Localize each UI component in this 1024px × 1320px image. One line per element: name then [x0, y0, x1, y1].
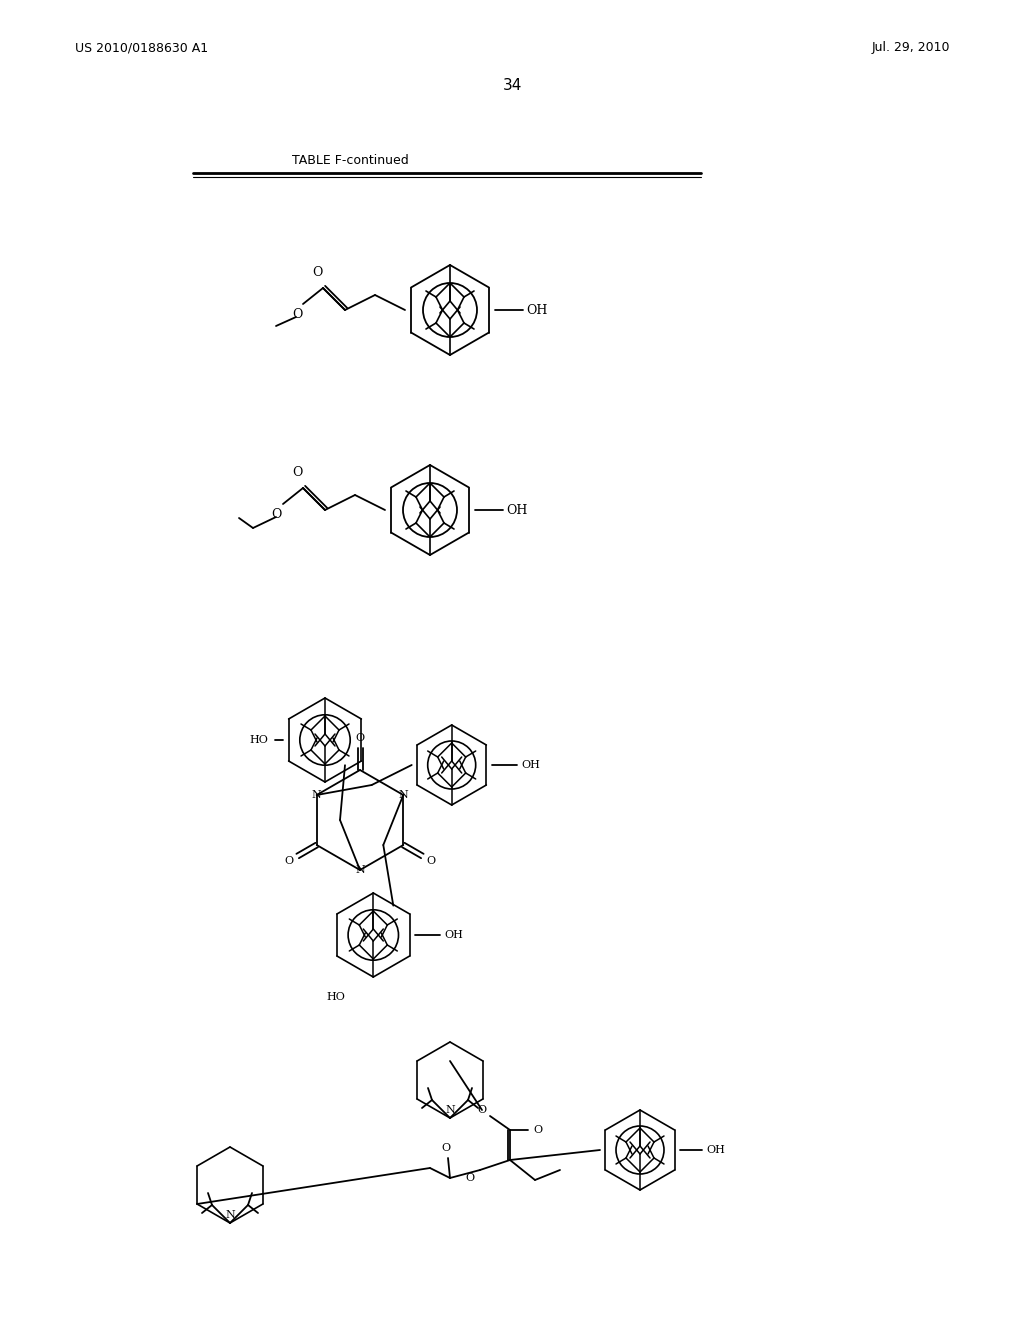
- Text: O: O: [534, 1125, 543, 1135]
- Text: N: N: [225, 1210, 234, 1220]
- Text: OH: OH: [521, 760, 540, 770]
- Text: OH: OH: [506, 503, 527, 516]
- Text: O: O: [355, 733, 365, 743]
- Text: O: O: [312, 265, 323, 279]
- Text: O: O: [292, 308, 302, 321]
- Text: TABLE F-continued: TABLE F-continued: [292, 153, 409, 166]
- Text: US 2010/0188630 A1: US 2010/0188630 A1: [75, 41, 208, 54]
- Text: OH: OH: [526, 304, 548, 317]
- Text: O: O: [285, 855, 294, 866]
- Text: O: O: [426, 855, 435, 866]
- Text: HO: HO: [250, 735, 268, 744]
- Text: N: N: [355, 865, 365, 875]
- Text: O: O: [441, 1143, 451, 1152]
- Text: HO: HO: [327, 993, 346, 1002]
- Text: N: N: [398, 789, 409, 800]
- Text: OH: OH: [444, 931, 464, 940]
- Text: O: O: [466, 1173, 474, 1183]
- Text: Jul. 29, 2010: Jul. 29, 2010: [871, 41, 950, 54]
- Text: O: O: [270, 507, 282, 520]
- Text: O: O: [477, 1105, 486, 1115]
- Text: OH: OH: [707, 1144, 725, 1155]
- Text: N: N: [312, 789, 322, 800]
- Text: 34: 34: [503, 78, 521, 92]
- Text: O: O: [292, 466, 302, 479]
- Text: N: N: [445, 1105, 455, 1115]
